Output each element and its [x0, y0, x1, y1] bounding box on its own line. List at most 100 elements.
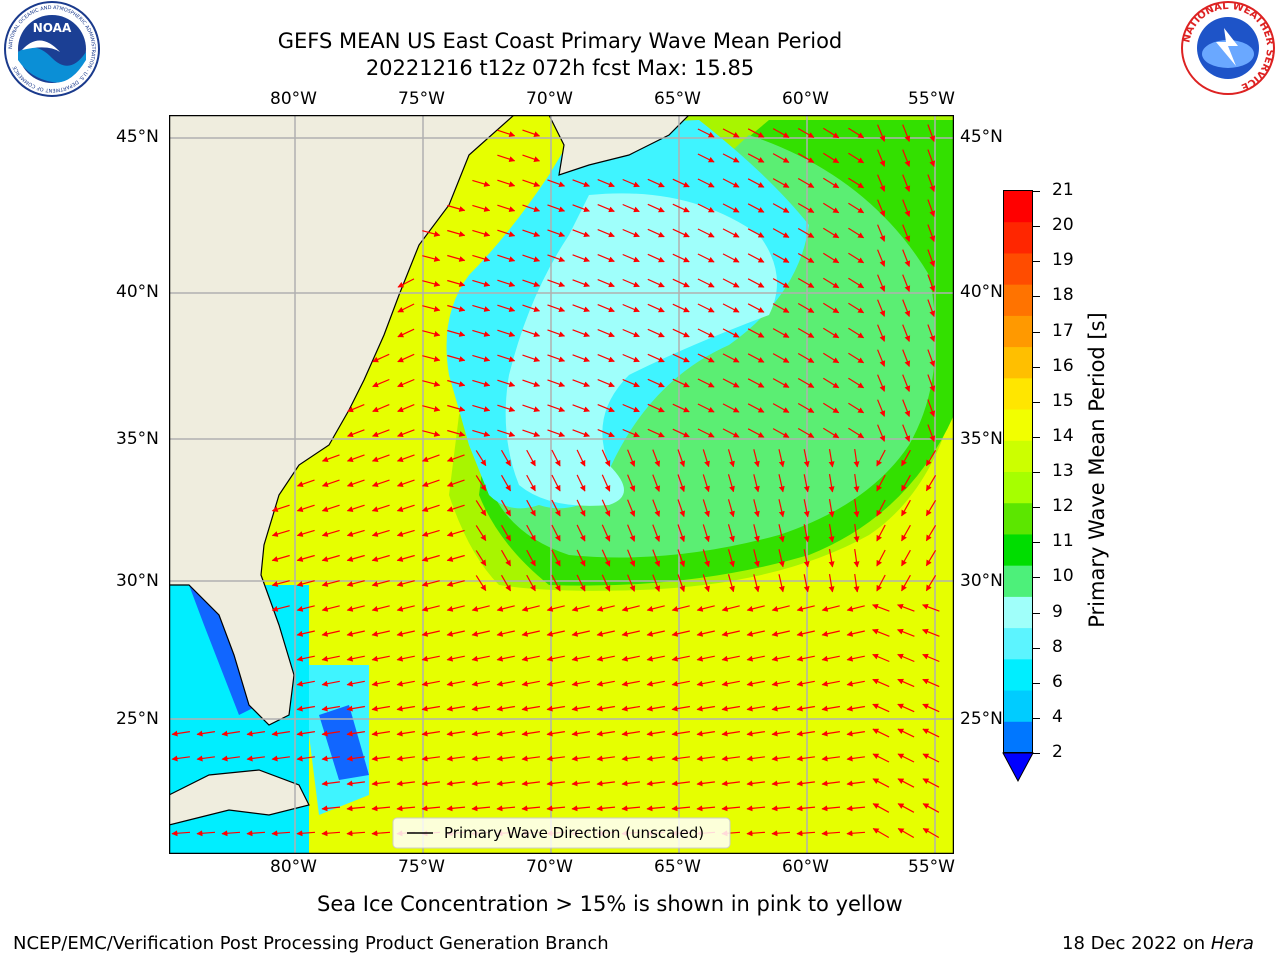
wave-direction-arrow — [622, 278, 640, 288]
colorbar-segment — [1004, 440, 1032, 473]
wave-direction-arrow — [472, 229, 491, 237]
wave-direction-arrow — [671, 805, 691, 812]
wave-direction-arrow — [196, 730, 215, 737]
wave-direction-arrow — [672, 353, 690, 363]
wave-direction-arrow — [722, 403, 740, 413]
wave-direction-arrow — [547, 179, 566, 188]
wave-direction-arrow — [446, 605, 465, 612]
colorbar-segment — [1004, 565, 1032, 598]
colorbar-segment — [1004, 472, 1032, 504]
wave-direction-arrow — [447, 279, 466, 287]
wave-direction-arrow — [321, 454, 340, 463]
wave-direction-arrow — [551, 574, 561, 592]
colorbar-segment — [1004, 534, 1032, 567]
wave-direction-arrow — [722, 253, 740, 263]
wave-direction-arrow — [828, 524, 835, 543]
wave-direction-arrow — [321, 705, 340, 712]
wave-direction-arrow — [722, 428, 740, 438]
wave-direction-arrow — [271, 730, 290, 737]
colorbar-tick-mark — [1032, 577, 1040, 579]
wave-direction-arrow — [471, 630, 490, 637]
wave-direction-arrow — [828, 499, 835, 518]
wave-direction-arrow — [597, 354, 615, 363]
lon-top-70w: 70°W — [526, 89, 573, 109]
wave-direction-arrow — [422, 305, 441, 312]
wave-direction-arrow — [647, 303, 665, 313]
colorbar-tick-label: 11 — [1052, 531, 1074, 552]
wave-direction-arrow — [753, 499, 760, 518]
wave-direction-arrow — [396, 454, 415, 463]
colorbar-tick-mark — [1032, 717, 1040, 719]
wave-direction-arrow — [447, 254, 466, 262]
lat-left-25n: 25°N — [116, 709, 159, 729]
wave-direction-arrow — [596, 630, 615, 637]
wave-direction-arrow — [597, 204, 615, 213]
wave-direction-arrow — [371, 580, 390, 587]
wave-direction-arrow — [547, 304, 566, 313]
colorbar-segment — [1004, 690, 1032, 723]
wave-direction-arrow — [421, 529, 440, 537]
wave-direction-arrow — [551, 474, 561, 492]
wave-direction-arrow — [877, 249, 886, 267]
wave-direction-arrow — [646, 655, 665, 662]
wave-direction-arrow — [397, 278, 415, 288]
wave-direction-arrow — [696, 630, 715, 637]
wave-direction-arrow — [747, 178, 765, 188]
wave-direction-arrow — [652, 574, 661, 592]
lon-bottom-55w: 55°W — [908, 857, 955, 877]
wave-direction-arrow — [922, 728, 940, 738]
run-date: 18 Dec 2022 on — [1062, 933, 1211, 954]
wave-direction-arrow — [902, 224, 911, 242]
wave-direction-arrow — [897, 827, 915, 839]
wave-direction-arrow — [853, 549, 860, 568]
wave-direction-arrow — [597, 379, 615, 388]
wave-direction-arrow — [677, 574, 686, 593]
wave-direction-arrow — [872, 703, 890, 713]
colorbar-tick-label: 16 — [1052, 355, 1074, 376]
wave-direction-arrow — [497, 129, 516, 137]
wave-direction-arrow — [547, 204, 566, 213]
map-frame — [169, 115, 954, 854]
wave-direction-arrow — [821, 755, 840, 762]
wave-direction-arrow — [796, 805, 816, 812]
wave-direction-arrow — [697, 128, 715, 138]
wave-direction-arrow — [421, 605, 440, 612]
wave-direction-arrow — [572, 229, 590, 238]
wave-direction-arrow — [372, 378, 390, 388]
wave-direction-arrow — [722, 303, 740, 313]
wave-direction-arrow — [897, 628, 915, 637]
wave-direction-arrow — [846, 630, 865, 637]
wave-direction-arrow — [753, 524, 760, 543]
wave-direction-arrow — [877, 299, 886, 317]
colorbar-segment — [1004, 191, 1032, 223]
wave-direction-arrow — [446, 655, 465, 662]
wave-direction-arrow — [521, 630, 540, 637]
wave-direction-arrow — [848, 402, 865, 414]
wave-direction-arrow — [627, 524, 636, 542]
colorbar-segment — [1004, 721, 1032, 754]
wave-direction-arrow — [596, 755, 615, 762]
wave-direction-arrow — [722, 203, 740, 213]
nws-logo: NATIONAL WEATHER SERVICE — [1181, 1, 1275, 95]
wave-direction-arrow — [346, 805, 366, 812]
wave-direction-arrow — [497, 254, 516, 262]
wave-direction-arrow — [496, 680, 515, 687]
arrow-legend: Primary Wave Direction (unscaled) — [392, 817, 731, 849]
wave-direction-arrow — [627, 574, 636, 592]
wave-direction-arrow — [846, 730, 865, 737]
wave-direction-arrow — [902, 349, 911, 367]
wave-direction-arrow — [571, 805, 591, 812]
wave-direction-arrow — [927, 274, 936, 292]
wave-direction-arrow — [722, 228, 740, 238]
wave-direction-arrow — [727, 449, 735, 468]
wave-direction-arrow — [421, 780, 440, 787]
wave-direction-arrow — [697, 328, 715, 338]
wave-direction-arrow — [521, 655, 540, 662]
wave-direction-arrow — [372, 353, 390, 363]
wave-direction-arrow — [721, 805, 741, 812]
wave-direction-arrow — [771, 655, 790, 662]
wave-direction-arrow — [472, 304, 491, 312]
wave-direction-arrow — [597, 304, 615, 313]
colorbar-tick-label: 9 — [1052, 601, 1063, 622]
wave-direction-arrow — [571, 630, 590, 637]
